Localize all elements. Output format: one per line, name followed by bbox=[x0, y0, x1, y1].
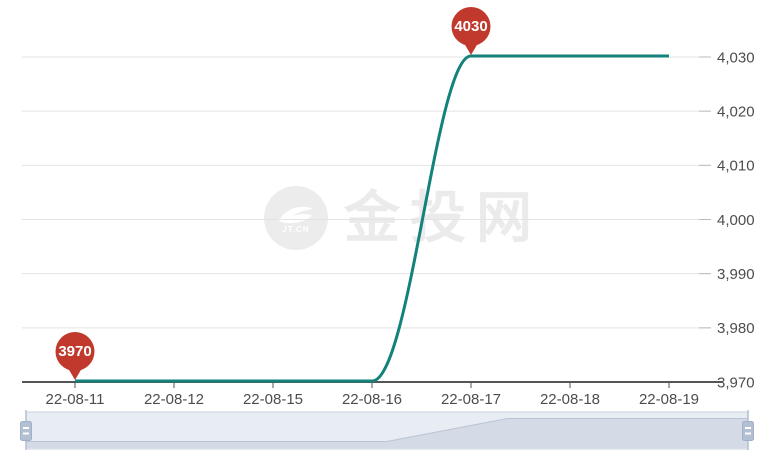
y-axis-label: 3,980 bbox=[717, 320, 755, 337]
marker-tail bbox=[65, 363, 85, 380]
x-axis-label: 22-08-12 bbox=[144, 391, 204, 408]
datazoom-right-handle[interactable] bbox=[742, 421, 754, 441]
marker-pin: 4030 bbox=[448, 7, 494, 55]
y-axis-label: 3,970 bbox=[717, 374, 755, 391]
x-axis-label: 22-08-17 bbox=[441, 391, 501, 408]
datazoom-minimap-area bbox=[26, 418, 748, 448]
y-axis-label: 4,010 bbox=[717, 158, 755, 175]
datazoom-left-handle-slot bbox=[23, 427, 29, 429]
y-axis-label: 4,020 bbox=[717, 103, 755, 120]
y-axis-label: 4,000 bbox=[717, 212, 755, 229]
watermark-logo-icon: JT.CN bbox=[264, 186, 328, 250]
datazoom-left-handle[interactable] bbox=[20, 421, 32, 441]
watermark-text: 金投网 bbox=[344, 186, 542, 249]
datazoom-right-handle-slot bbox=[745, 432, 751, 435]
x-axis-label: 22-08-16 bbox=[342, 391, 402, 408]
x-axis-label: 22-08-18 bbox=[540, 391, 600, 408]
marker-pin: 3970 bbox=[52, 332, 98, 380]
marker-label: 4030 bbox=[454, 18, 488, 35]
x-axis-label: 22-08-11 bbox=[46, 391, 105, 408]
datazoom-right-handle-slot bbox=[745, 427, 751, 429]
watermark: JT.CN 金投网 bbox=[264, 186, 542, 250]
datazoom-minimap-line bbox=[26, 418, 748, 442]
x-axis-label: 22-08-15 bbox=[243, 391, 303, 408]
price-series-line bbox=[75, 54, 669, 383]
watermark-swoosh-icon bbox=[279, 206, 313, 223]
marker-label: 3970 bbox=[58, 343, 92, 360]
datazoom-left-handle-slot bbox=[23, 432, 29, 435]
y-axis-label: 4,030 bbox=[717, 49, 755, 66]
y-axis-label: 3,990 bbox=[717, 266, 755, 283]
watermark-logo-caption: JT.CN bbox=[282, 224, 310, 234]
marker-tail bbox=[461, 38, 481, 55]
x-axis-label: 22-08-19 bbox=[639, 391, 699, 408]
